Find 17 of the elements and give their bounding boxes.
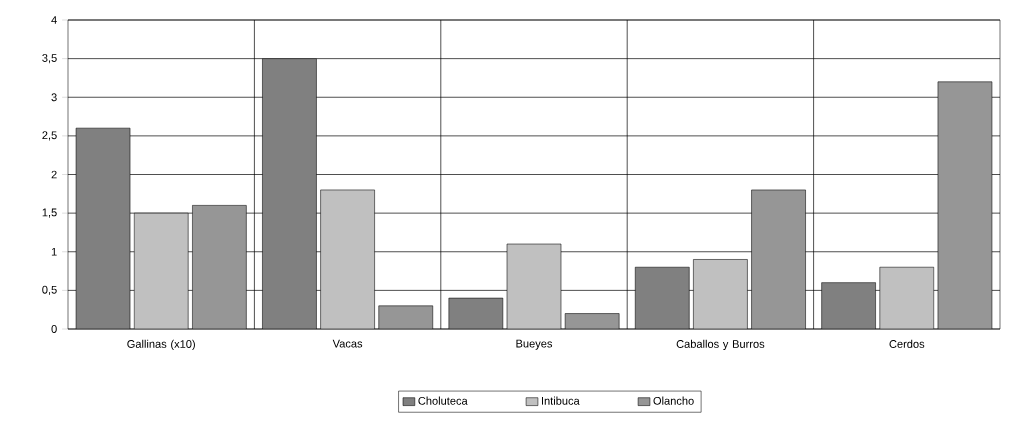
y-tick-label: 2,5 xyxy=(42,131,57,141)
y-tick-label: 0,5 xyxy=(42,285,57,295)
y-tick-label: 3 xyxy=(51,93,57,102)
y-tick-label: 3,5 xyxy=(42,54,57,64)
x-tick-label: Gallinas (x10) xyxy=(127,339,195,351)
y-tick-label: 1,5 xyxy=(42,208,57,218)
legend-label: Olancho xyxy=(653,396,694,405)
x-tick-label: Bueyes xyxy=(516,339,553,350)
y-tick-label: 1 xyxy=(51,247,57,256)
y-tick-label: 0 xyxy=(51,325,57,333)
y-tick-label: 2 xyxy=(51,170,57,179)
y-tick-label: 4 xyxy=(51,16,57,24)
x-tick-label: Caballos y Burros xyxy=(676,339,765,351)
x-tick-label: Vacas xyxy=(332,339,363,348)
x-tick-label: Cerdos xyxy=(889,339,925,348)
legend-label: Choluteca xyxy=(418,396,468,405)
legend-label: Intibuca xyxy=(541,396,580,405)
